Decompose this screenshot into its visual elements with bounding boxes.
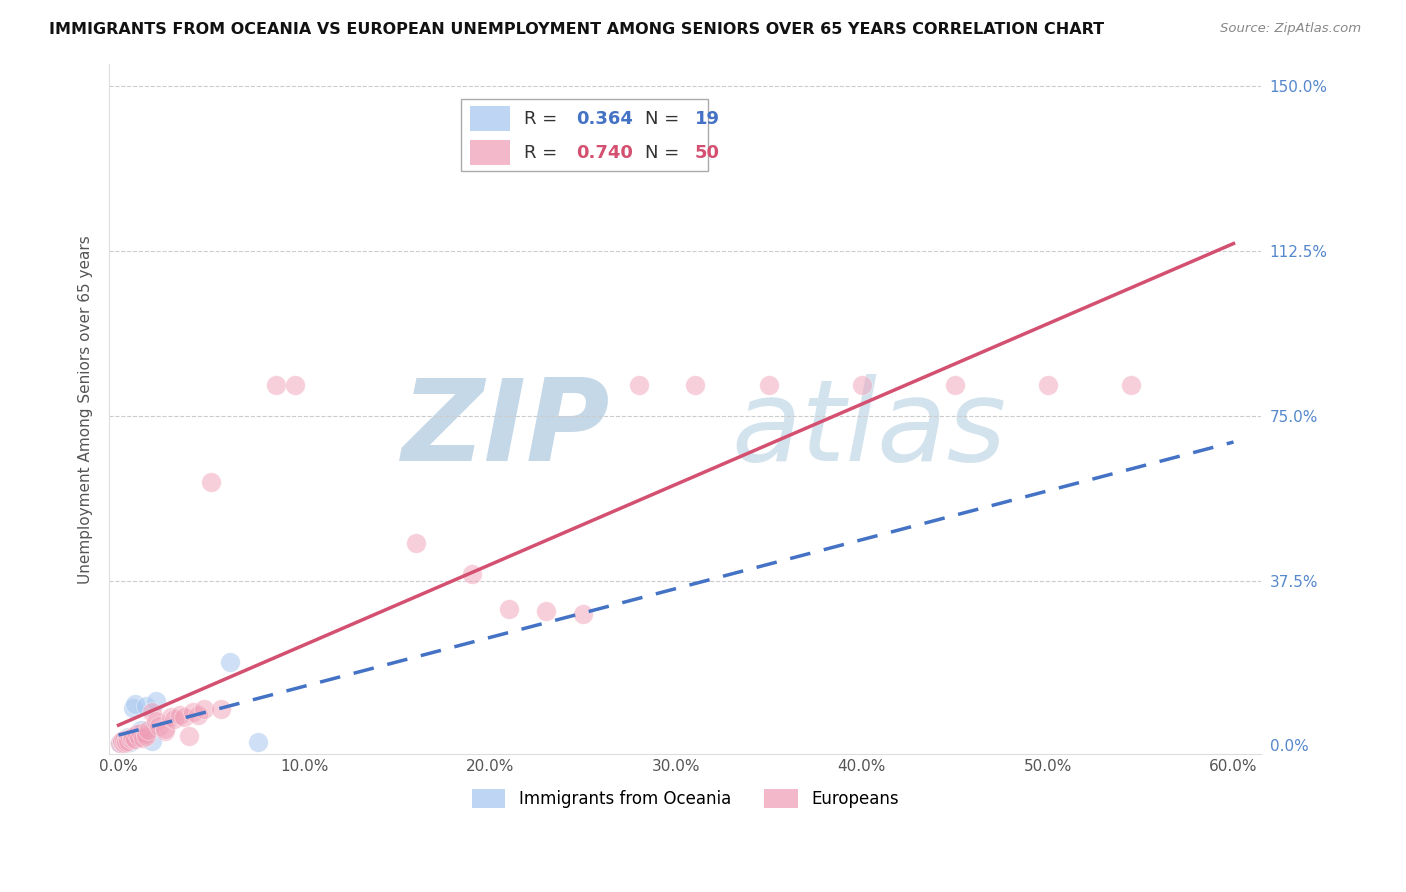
Text: N =: N = <box>645 110 685 128</box>
Point <box>112 735 135 749</box>
Text: IMMIGRANTS FROM OCEANIA VS EUROPEAN UNEMPLOYMENT AMONG SENIORS OVER 65 YEARS COR: IMMIGRANTS FROM OCEANIA VS EUROPEAN UNEM… <box>49 22 1104 37</box>
Point <box>117 734 139 748</box>
Point <box>118 735 141 749</box>
Point <box>136 723 159 737</box>
Text: 0.740: 0.740 <box>576 144 633 162</box>
Point <box>129 723 152 737</box>
Point <box>173 710 195 724</box>
Point <box>284 378 307 392</box>
Point <box>683 378 706 392</box>
Point <box>117 731 139 746</box>
Point <box>115 734 138 748</box>
Point <box>181 706 204 720</box>
Point <box>187 707 209 722</box>
Point <box>135 698 157 713</box>
Point <box>405 536 427 550</box>
Point <box>169 707 191 722</box>
Point <box>498 602 520 616</box>
Point <box>534 604 557 618</box>
Point <box>153 724 176 739</box>
Point <box>115 736 138 750</box>
Text: 50: 50 <box>695 144 720 162</box>
Legend: Immigrants from Oceania, Europeans: Immigrants from Oceania, Europeans <box>465 782 905 815</box>
Point <box>627 378 650 392</box>
Text: N =: N = <box>645 144 685 162</box>
Point <box>128 730 150 744</box>
Text: Source: ZipAtlas.com: Source: ZipAtlas.com <box>1220 22 1361 36</box>
Point <box>117 731 139 746</box>
Text: R =: R = <box>524 110 562 128</box>
Point <box>145 694 167 708</box>
Point <box>122 701 145 715</box>
Point <box>179 729 201 743</box>
Point <box>163 712 186 726</box>
Point <box>112 733 135 747</box>
Y-axis label: Unemployment Among Seniors over 65 years: Unemployment Among Seniors over 65 years <box>79 235 93 583</box>
Point <box>115 735 138 749</box>
Point <box>219 655 242 669</box>
Point <box>118 731 141 745</box>
Point <box>110 736 132 750</box>
Point <box>124 731 146 746</box>
Point <box>135 729 157 743</box>
Point <box>148 718 170 732</box>
Text: 0.364: 0.364 <box>576 110 633 128</box>
Text: R =: R = <box>524 144 562 162</box>
Point <box>266 378 288 392</box>
Text: ZIP: ZIP <box>402 375 610 485</box>
Point <box>111 735 134 749</box>
Point <box>121 733 143 747</box>
Point <box>141 706 163 720</box>
Point <box>200 475 222 489</box>
Text: atlas: atlas <box>731 375 1007 485</box>
Bar <box>470 106 510 131</box>
Point <box>851 378 873 392</box>
Point <box>135 727 157 741</box>
Point <box>246 735 269 749</box>
Point <box>153 722 176 736</box>
Point <box>127 727 149 741</box>
FancyBboxPatch shape <box>461 99 709 171</box>
Point <box>572 607 595 621</box>
Point <box>129 726 152 740</box>
Bar <box>470 141 510 165</box>
Point <box>122 730 145 744</box>
Point <box>943 378 966 392</box>
Point <box>1121 378 1143 392</box>
Point <box>209 702 232 716</box>
Point <box>159 710 181 724</box>
Point <box>111 734 134 748</box>
Point <box>131 731 153 745</box>
Point <box>121 730 143 744</box>
Point <box>141 734 163 748</box>
Point <box>460 566 482 581</box>
Point <box>124 697 146 711</box>
Point <box>111 735 134 749</box>
Point <box>110 736 132 750</box>
Point <box>145 714 167 729</box>
Point <box>1036 378 1059 392</box>
Point <box>112 733 135 747</box>
Point <box>193 702 215 716</box>
Point <box>112 736 135 750</box>
Point <box>121 731 143 746</box>
Point <box>111 734 134 748</box>
Text: 19: 19 <box>695 110 720 128</box>
Point <box>127 727 149 741</box>
Point <box>758 378 780 392</box>
Point <box>117 730 139 744</box>
